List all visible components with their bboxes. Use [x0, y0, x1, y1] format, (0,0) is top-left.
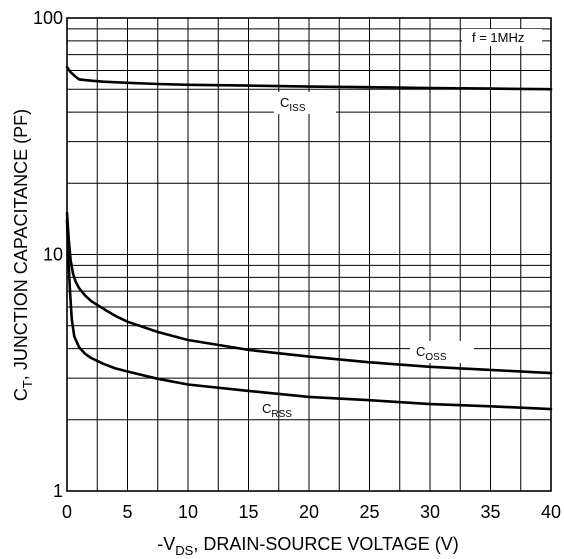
x-tick-label: 10: [178, 502, 198, 522]
series-lines: [65, 65, 553, 411]
series-label-iss: CISS: [274, 92, 336, 114]
y-tick-label: 10: [43, 245, 63, 265]
frequency-annotation-text: f = 1MHz: [472, 30, 524, 45]
y-axis-label: CT, JUNCTION CAPACITANCE (PF): [11, 109, 35, 401]
gridlines: [67, 18, 551, 491]
x-tick-label: 40: [541, 502, 561, 522]
x-tick-label: 25: [359, 502, 379, 522]
series-line-oss: [65, 211, 553, 375]
x-tick-label: 0: [62, 502, 72, 522]
svg-text:COSS: COSS: [416, 344, 447, 363]
y-tick-label: 100: [33, 8, 63, 28]
series-line-iss: [65, 65, 553, 91]
x-axis-label: -VDS, DRAIN-SOURCE VOLTAGE (V): [157, 534, 458, 558]
svg-text:CRSS: CRSS: [262, 401, 292, 420]
y-tick-label: 1: [53, 481, 63, 501]
x-tick-label: 5: [122, 502, 132, 522]
series-labels: CISS COSS CRSS: [262, 92, 474, 420]
series-label-rss: CRSS: [262, 401, 292, 420]
frequency-annotation: f = 1MHz: [462, 29, 542, 46]
x-tick-label: 30: [420, 502, 440, 522]
x-tick-label: 15: [238, 502, 258, 522]
x-tick-label: 20: [299, 502, 319, 522]
series-label-oss: COSS: [410, 341, 474, 363]
tick-labels: 0 5 10 15 20 25 30 35 40 1 10 100: [33, 8, 561, 522]
svg-text:CISS: CISS: [280, 95, 306, 114]
series-line-rss: [65, 218, 553, 411]
x-tick-label: 35: [480, 502, 500, 522]
